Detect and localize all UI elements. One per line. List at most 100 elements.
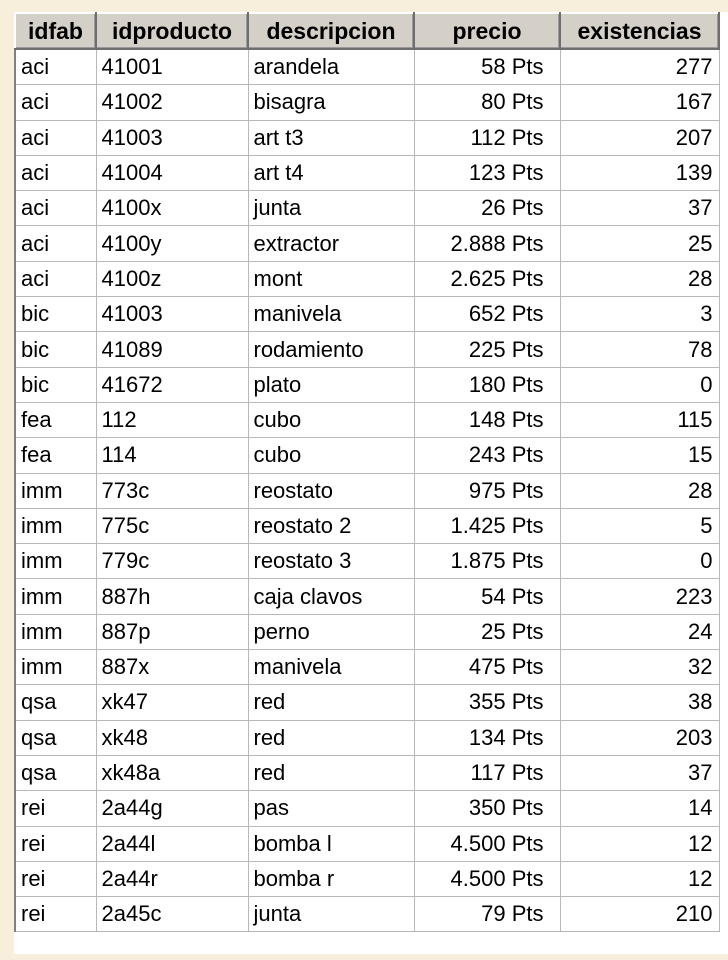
cell-descripcion[interactable]: reostato — [247, 472, 415, 509]
cell-idproducto[interactable]: 887h — [95, 578, 249, 615]
cell-idproducto[interactable]: 4100z — [95, 260, 249, 298]
table-row[interactable]: aci 41004 art t4 123 Pts 139 — [14, 154, 720, 192]
cell-existencias[interactable]: 78 — [559, 331, 720, 368]
cell-idproducto[interactable]: 41001 — [95, 48, 249, 86]
cell-precio[interactable]: 975 Pts — [413, 472, 561, 509]
cell-existencias[interactable]: 167 — [559, 84, 720, 121]
cell-precio[interactable]: 2.888 Pts — [413, 225, 561, 262]
cell-precio[interactable]: 225 Pts — [413, 331, 561, 368]
cell-descripcion[interactable]: art t4 — [247, 154, 415, 192]
cell-idfab[interactable]: fea — [14, 401, 97, 439]
cell-idfab[interactable]: aci — [14, 190, 97, 227]
cell-idfab[interactable]: bic — [14, 296, 97, 333]
cell-existencias[interactable]: 207 — [559, 119, 720, 156]
cell-precio[interactable]: 180 Pts — [413, 366, 561, 403]
cell-existencias[interactable]: 223 — [559, 578, 720, 615]
table-row[interactable]: aci 41003 art t3 112 Pts 207 — [14, 119, 720, 156]
cell-existencias[interactable]: 32 — [559, 649, 720, 686]
cell-existencias[interactable]: 12 — [559, 825, 720, 862]
cell-existencias[interactable]: 38 — [559, 684, 720, 721]
cell-idproducto[interactable]: 775c — [95, 507, 249, 545]
cell-descripcion[interactable]: art t3 — [247, 119, 415, 156]
cell-idproducto[interactable]: 2a44l — [95, 825, 249, 862]
cell-idproducto[interactable]: 2a44r — [95, 860, 249, 898]
table-row[interactable]: fea 114 cubo 243 Pts 15 — [14, 437, 720, 474]
table-row[interactable]: rei 2a44r bomba r 4.500 Pts 12 — [14, 860, 720, 898]
table-row[interactable]: bic 41089 rodamiento 225 Pts 78 — [14, 331, 720, 368]
table-row[interactable]: fea 112 cubo 148 Pts 115 — [14, 401, 720, 439]
cell-idproducto[interactable]: 41089 — [95, 331, 249, 368]
cell-idfab[interactable]: imm — [14, 613, 97, 651]
cell-idproducto[interactable]: 41002 — [95, 84, 249, 121]
table-row[interactable]: imm 887h caja clavos 54 Pts 223 — [14, 578, 720, 615]
cell-idfab[interactable]: aci — [14, 225, 97, 262]
table-row[interactable]: qsa xk48a red 117 Pts 37 — [14, 754, 720, 792]
cell-descripcion[interactable]: perno — [247, 613, 415, 651]
column-header-descripcion[interactable]: descripcion — [247, 12, 415, 50]
table-row[interactable]: rei 2a44l bomba l 4.500 Pts 12 — [14, 825, 720, 862]
cell-descripcion[interactable]: reostato 3 — [247, 543, 415, 580]
cell-idfab[interactable]: aci — [14, 154, 97, 192]
cell-idproducto[interactable]: 2a45c — [95, 896, 249, 933]
cell-idfab[interactable]: aci — [14, 84, 97, 121]
cell-idproducto[interactable]: 41003 — [95, 296, 249, 333]
cell-precio[interactable]: 58 Pts — [413, 48, 561, 86]
table-row[interactable]: aci 41002 bisagra 80 Pts 167 — [14, 84, 720, 121]
cell-existencias[interactable]: 139 — [559, 154, 720, 192]
cell-precio[interactable]: 54 Pts — [413, 578, 561, 615]
cell-existencias[interactable]: 28 — [559, 472, 720, 509]
cell-descripcion[interactable]: caja clavos — [247, 578, 415, 615]
cell-idfab[interactable]: imm — [14, 578, 97, 615]
cell-existencias[interactable]: 0 — [559, 543, 720, 580]
cell-idproducto[interactable]: 4100x — [95, 190, 249, 227]
cell-precio[interactable]: 134 Pts — [413, 719, 561, 756]
cell-descripcion[interactable]: red — [247, 754, 415, 792]
table-row[interactable]: bic 41672 plato 180 Pts 0 — [14, 366, 720, 403]
cell-precio[interactable]: 2.625 Pts — [413, 260, 561, 298]
cell-descripcion[interactable]: arandela — [247, 48, 415, 86]
table-row[interactable]: aci 4100x junta 26 Pts 37 — [14, 190, 720, 227]
column-header-idfab[interactable]: idfab — [14, 12, 97, 50]
cell-idfab[interactable]: imm — [14, 649, 97, 686]
cell-descripcion[interactable]: junta — [247, 190, 415, 227]
cell-existencias[interactable]: 15 — [559, 437, 720, 474]
cell-descripcion[interactable]: cubo — [247, 437, 415, 474]
cell-idfab[interactable]: imm — [14, 507, 97, 545]
cell-precio[interactable]: 112 Pts — [413, 119, 561, 156]
table-row[interactable]: imm 775c reostato 2 1.425 Pts 5 — [14, 507, 720, 545]
cell-idfab[interactable]: qsa — [14, 684, 97, 721]
table-row[interactable]: imm 779c reostato 3 1.875 Pts 0 — [14, 543, 720, 580]
cell-idfab[interactable]: aci — [14, 260, 97, 298]
cell-descripcion[interactable]: red — [247, 719, 415, 756]
cell-existencias[interactable]: 277 — [559, 48, 720, 86]
cell-existencias[interactable]: 14 — [559, 790, 720, 827]
cell-descripcion[interactable]: rodamiento — [247, 331, 415, 368]
table-row[interactable]: imm 887x manivela 475 Pts 32 — [14, 649, 720, 686]
table-row[interactable]: aci 4100y extractor 2.888 Pts 25 — [14, 225, 720, 262]
column-header-existencias[interactable]: existencias — [559, 12, 720, 50]
cell-existencias[interactable]: 115 — [559, 401, 720, 439]
column-header-idproducto[interactable]: idproducto — [95, 12, 249, 50]
cell-precio[interactable]: 4.500 Pts — [413, 860, 561, 898]
cell-idproducto[interactable]: 887p — [95, 613, 249, 651]
cell-descripcion[interactable]: plato — [247, 366, 415, 403]
table-row[interactable]: qsa xk47 red 355 Pts 38 — [14, 684, 720, 721]
cell-existencias[interactable]: 37 — [559, 754, 720, 792]
cell-idproducto[interactable]: 779c — [95, 543, 249, 580]
cell-existencias[interactable]: 28 — [559, 260, 720, 298]
cell-descripcion[interactable]: extractor — [247, 225, 415, 262]
table-row[interactable]: rei 2a45c junta 79 Pts 210 — [14, 896, 720, 933]
cell-precio[interactable]: 652 Pts — [413, 296, 561, 333]
cell-precio[interactable]: 355 Pts — [413, 684, 561, 721]
cell-precio[interactable]: 1.425 Pts — [413, 507, 561, 545]
cell-idfab[interactable]: rei — [14, 790, 97, 827]
cell-descripcion[interactable]: cubo — [247, 401, 415, 439]
cell-precio[interactable]: 475 Pts — [413, 649, 561, 686]
table-row[interactable]: imm 887p perno 25 Pts 24 — [14, 613, 720, 651]
cell-descripcion[interactable]: reostato 2 — [247, 507, 415, 545]
cell-idfab[interactable]: imm — [14, 543, 97, 580]
table-row[interactable]: imm 773c reostato 975 Pts 28 — [14, 472, 720, 509]
cell-existencias[interactable]: 25 — [559, 225, 720, 262]
cell-idproducto[interactable]: 773c — [95, 472, 249, 509]
cell-idfab[interactable]: bic — [14, 366, 97, 403]
